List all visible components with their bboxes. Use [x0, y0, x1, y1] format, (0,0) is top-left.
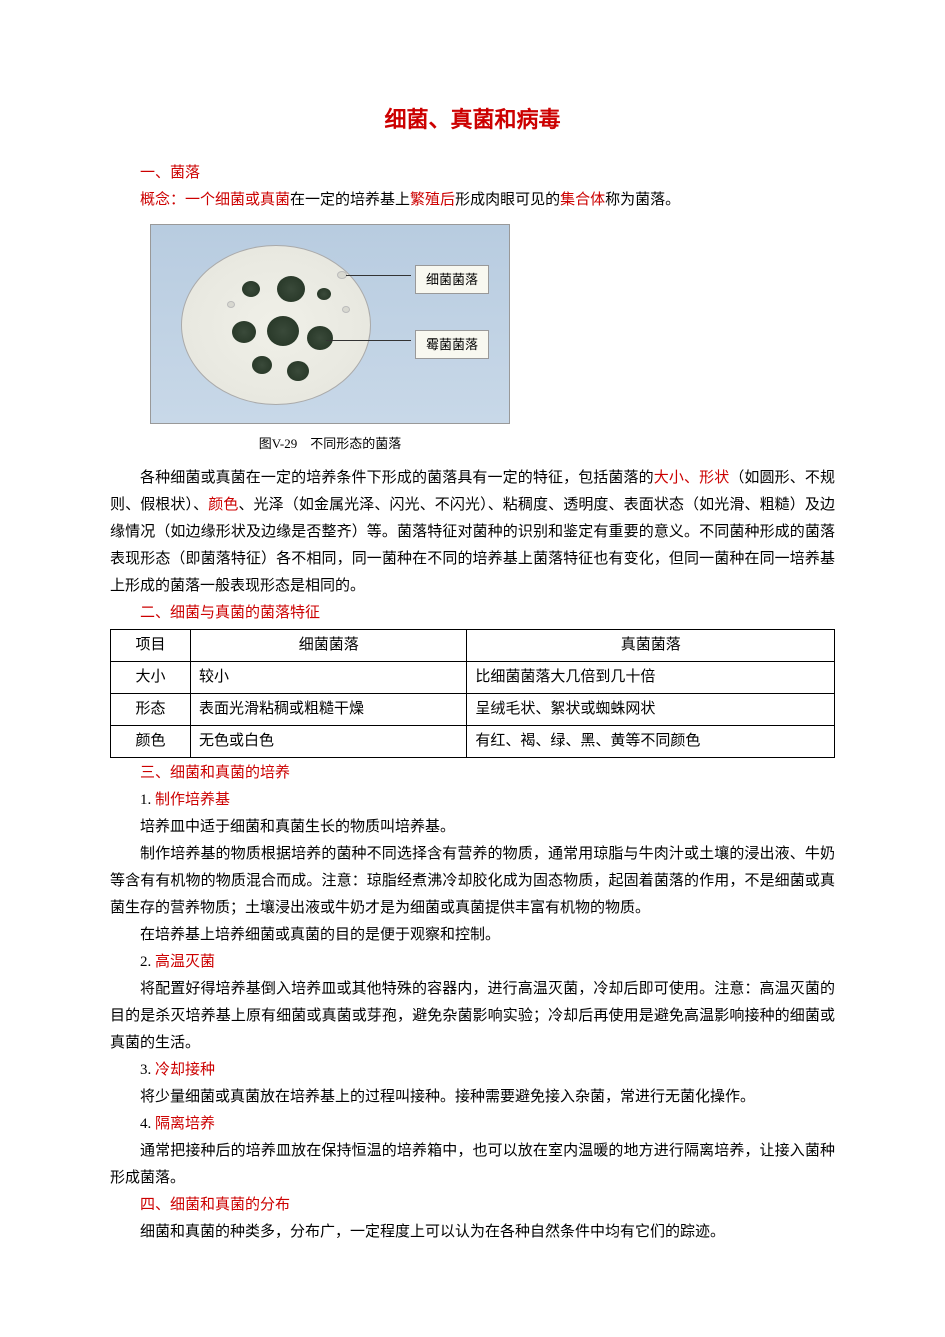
table-row-0-col2: 比细菌菌落大几倍到几十倍	[467, 661, 835, 693]
table-row-2-col1: 无色或白色	[191, 725, 467, 757]
step-2-p1: 将配置好得培养基倒入培养皿或其他特殊的容器内，进行高温灭菌，冷却后即可使用。注意…	[110, 976, 835, 1057]
table-row: 形态 表面光滑粘稠或粗糙干燥 呈绒毛状、絮状或蜘蛛网状	[111, 693, 835, 725]
step-1-num: 1.	[140, 792, 151, 808]
section-3-heading: 三、细菌和真菌的培养	[110, 760, 835, 787]
para1-red1: 大小、形状	[654, 470, 730, 486]
table-row: 颜色 无色或白色 有红、褐、绿、黑、黄等不同颜色	[111, 725, 835, 757]
concept-definition: 概念：一个细菌或真菌在一定的培养基上繁殖后形成肉眼可见的集合体称为菌落。	[110, 187, 835, 214]
step-2-num: 2.	[140, 954, 151, 970]
colony-light	[342, 306, 350, 313]
concept-mid-2: 形成肉眼可见的	[455, 192, 560, 208]
step-3-name: 冷却接种	[155, 1062, 215, 1078]
table-header-1: 细菌菌落	[191, 629, 467, 661]
comparison-table: 项目 细菌菌落 真菌菌落 大小 较小 比细菌菌落大几倍到几十倍 形态 表面光滑粘…	[110, 629, 835, 758]
step-4-p1: 通常把接种后的培养皿放在保持恒温的培养箱中，也可以放在室内温暖的地方进行隔离培养…	[110, 1138, 835, 1192]
figure-caption: 图V-29 不同形态的菌落	[150, 432, 510, 455]
petri-dish	[181, 245, 371, 405]
section-1-heading: 一、菌落	[110, 160, 835, 187]
concept-red-2: 繁殖后	[410, 192, 455, 208]
para1-before: 各种细菌或真菌在一定的培养条件下形成的菌落具有一定的特征，包括菌落的	[140, 470, 654, 486]
step-4-title: 4. 隔离培养	[110, 1111, 835, 1138]
label-line-1	[346, 275, 411, 276]
concept-suffix: 称为菌落。	[605, 192, 680, 208]
figure-label-1: 细菌菌落	[415, 265, 489, 294]
step-2-title: 2. 高温灭菌	[110, 949, 835, 976]
step-1-p2: 制作培养基的物质根据培养的菌种不同选择含有营养的物质，通常用琼脂与牛肉汁或土壤的…	[110, 841, 835, 922]
table-row-2-col2: 有红、褐、绿、黑、黄等不同颜色	[467, 725, 835, 757]
step-4-name: 隔离培养	[155, 1116, 215, 1132]
colony-dark	[287, 361, 309, 381]
paragraph-1: 各种细菌或真菌在一定的培养条件下形成的菌落具有一定的特征，包括菌落的大小、形状（…	[110, 465, 835, 600]
concept-red-3: 集合体	[560, 192, 605, 208]
colony-dark	[242, 281, 260, 297]
step-1-p1: 培养皿中适于细菌和真菌生长的物质叫培养基。	[110, 814, 835, 841]
petri-dish-figure: 细菌菌落 霉菌菌落	[150, 224, 510, 424]
table-row: 大小 较小 比细菌菌落大几倍到几十倍	[111, 661, 835, 693]
section-4-p1: 细菌和真菌的种类多，分布广，一定程度上可以认为在各种自然条件中均有它们的踪迹。	[110, 1219, 835, 1246]
colony-dark	[317, 288, 331, 300]
step-3-title: 3. 冷却接种	[110, 1057, 835, 1084]
table-row-0-col1: 较小	[191, 661, 467, 693]
section-2-heading: 二、细菌与真菌的菌落特征	[110, 600, 835, 627]
colony-dark	[267, 316, 299, 346]
concept-prefix: 概念：	[140, 192, 185, 208]
colony-light	[227, 301, 235, 308]
table-row-0-label: 大小	[111, 661, 191, 693]
figure-container: 细菌菌落 霉菌菌落 图V-29 不同形态的菌落	[150, 224, 835, 455]
para1-red2: 颜色	[208, 497, 238, 513]
label-line-2	[326, 340, 411, 341]
step-4-num: 4.	[140, 1116, 151, 1132]
document-title: 细菌、真菌和病毒	[110, 100, 835, 140]
table-row-1-col1: 表面光滑粘稠或粗糙干燥	[191, 693, 467, 725]
concept-mid-1: 在一定的培养基上	[290, 192, 410, 208]
step-2-name: 高温灭菌	[155, 954, 215, 970]
table-row-1-label: 形态	[111, 693, 191, 725]
table-row-1-col2: 呈绒毛状、絮状或蜘蛛网状	[467, 693, 835, 725]
step-1-title: 1. 制作培养基	[110, 787, 835, 814]
step-3-num: 3.	[140, 1062, 151, 1078]
table-header-row: 项目 细菌菌落 真菌菌落	[111, 629, 835, 661]
colony-dark	[307, 326, 333, 350]
figure-label-2: 霉菌菌落	[415, 330, 489, 359]
concept-red-1: 一个细菌或真菌	[185, 192, 290, 208]
colony-dark	[252, 356, 272, 374]
step-1-p3: 在培养基上培养细菌或真菌的目的是便于观察和控制。	[110, 922, 835, 949]
table-row-2-label: 颜色	[111, 725, 191, 757]
table-header-0: 项目	[111, 629, 191, 661]
step-1-name: 制作培养基	[155, 792, 230, 808]
step-3-p1: 将少量细菌或真菌放在培养基上的过程叫接种。接种需要避免接入杂菌，常进行无菌化操作…	[110, 1084, 835, 1111]
table-header-2: 真菌菌落	[467, 629, 835, 661]
colony-dark	[277, 276, 305, 302]
section-4-heading: 四、细菌和真菌的分布	[110, 1192, 835, 1219]
colony-dark	[232, 321, 256, 343]
